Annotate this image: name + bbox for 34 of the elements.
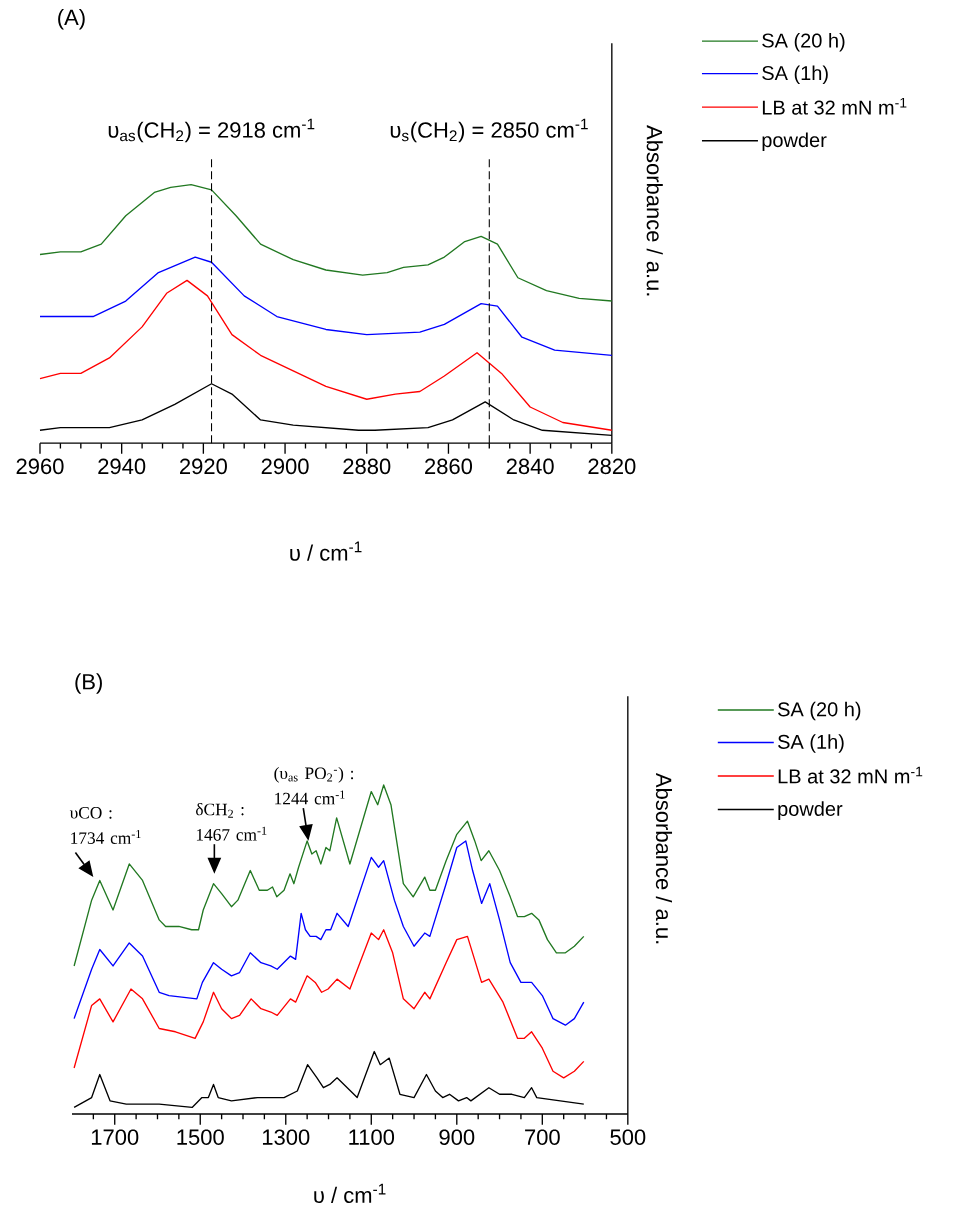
x-axis-title: υ / cm$^{-1}$ (290, 541, 362, 561)
x-tick-label: 2840 (506, 458, 554, 475)
legend-label: powder (762, 132, 827, 152)
ref-line-label: υ$_{s}$(CH$_{2}$) = 2850 cm$^{-1}$ (390, 118, 588, 143)
ref-line-label: υ$_{as}$(CH$_{2}$) = 2918 cm$^{-1}$ (108, 118, 315, 143)
x-tick-label: 1700 (91, 1129, 139, 1145)
x-tick-label: 2900 (261, 458, 309, 475)
legend-label: powder (778, 801, 843, 820)
y-axis-title: Absorbance / a.u. (646, 125, 663, 296)
x-axis-title: υ / cm$^{-1}$ (314, 1183, 386, 1203)
chart-title: (B) (75, 673, 102, 694)
x-tick-label: 900 (439, 1129, 475, 1145)
legend-label: SA (1h) (762, 65, 828, 85)
legend-label: LB at 32 mN m$^{-1}$ (778, 766, 923, 784)
y-axis-title: Absorbance / a.u. (655, 772, 672, 944)
x-tick-label: 2880 (343, 458, 391, 475)
x-tick-label: 1100 (349, 1129, 395, 1145)
x-tick-label: 700 (525, 1129, 560, 1145)
x-tick-label: 2960 (16, 458, 64, 475)
chart-title: (A) (58, 9, 85, 30)
legend-label: SA (20 h) (762, 32, 845, 52)
annotation: (υ$_{as}$ PO$_{2}$$^{-}$) : 1244 cm$^{-1}$ (274, 766, 354, 805)
x-tick-label: 2860 (425, 458, 473, 475)
x-tick-label: 1500 (177, 1129, 224, 1145)
legend-label: LB at 32 mN m$^{-1}$ (762, 97, 907, 115)
legend-label: SA (20 h) (777, 701, 861, 721)
annotation: υCO : 1734 cm$^{-1}$ (69, 806, 141, 844)
x-tick-label: 500 (610, 1129, 646, 1145)
x-tick-label: 1300 (262, 1129, 310, 1145)
x-tick-label: 2820 (588, 458, 636, 475)
legend-label: SA (1h) (777, 734, 844, 753)
x-tick-label: 2920 (179, 458, 227, 475)
annotation: δCH$_{2}$ : 1467 cm$^{-1}$ (196, 803, 267, 841)
x-tick-label: 2940 (98, 458, 146, 475)
